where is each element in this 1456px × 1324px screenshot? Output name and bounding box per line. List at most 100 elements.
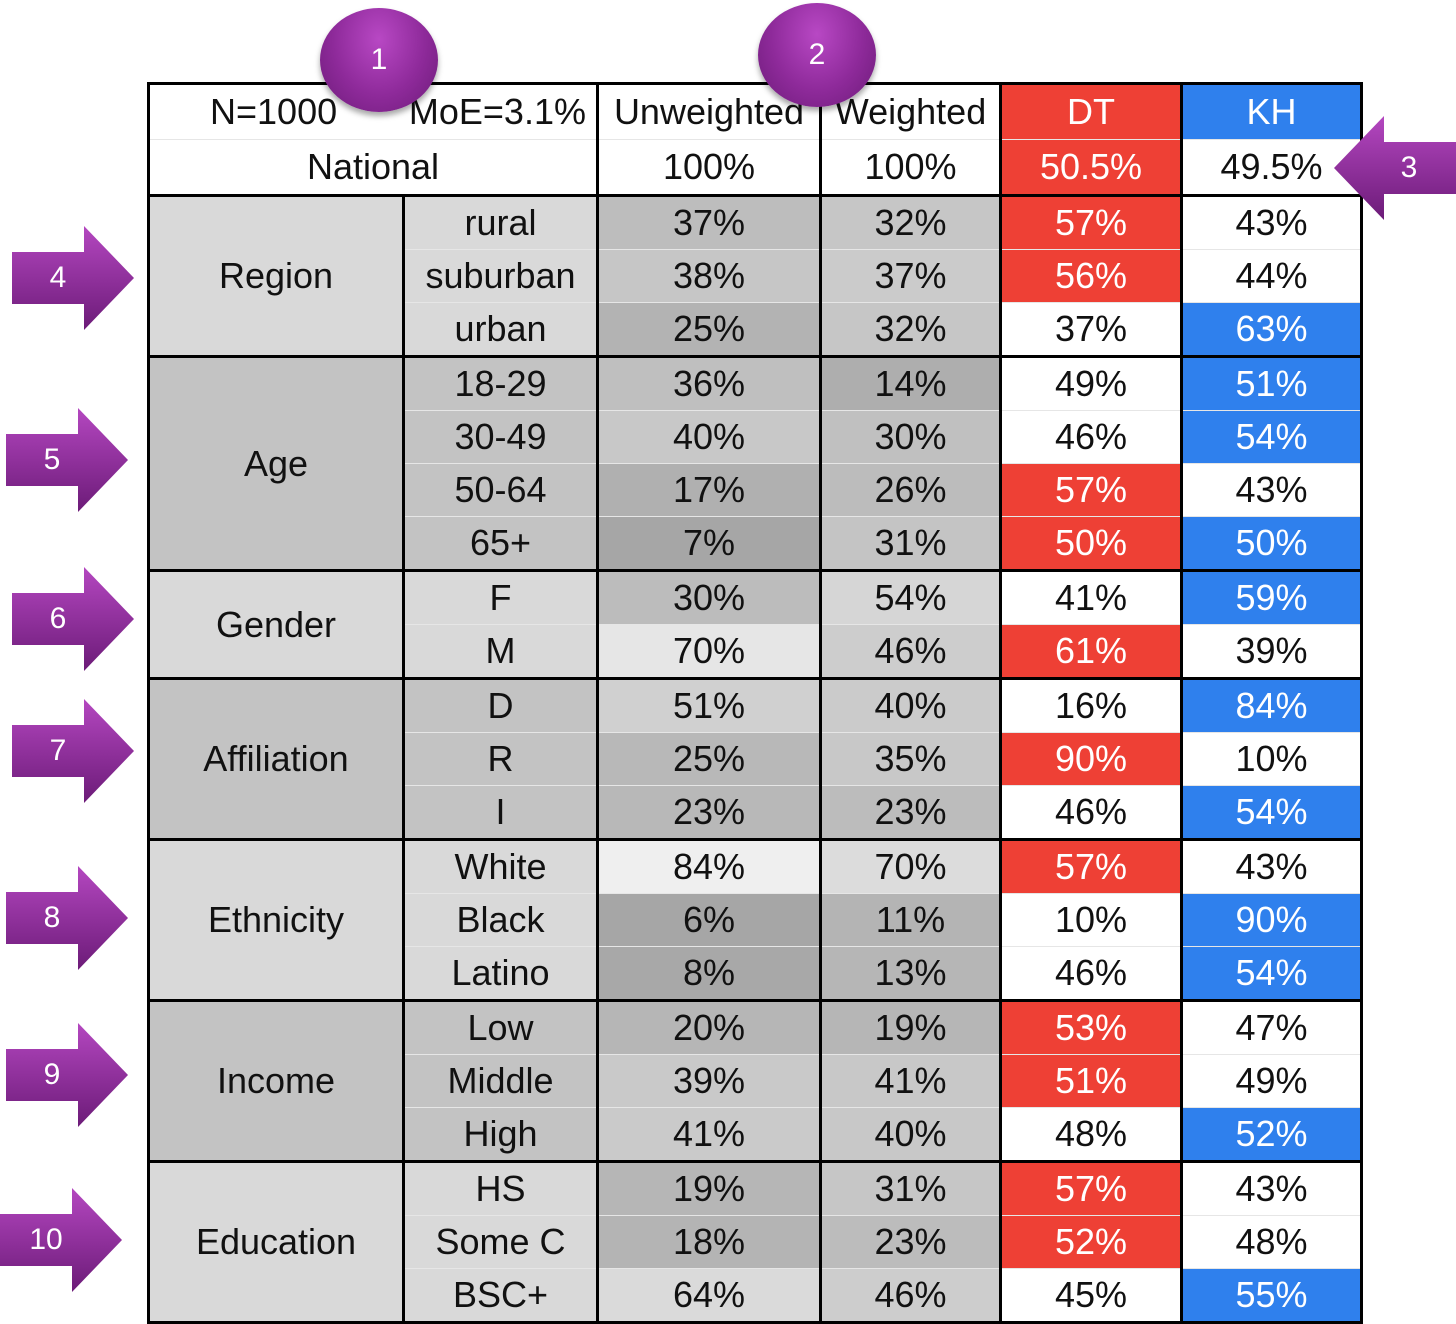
kh-value: 48% (1180, 1215, 1363, 1269)
subgroup-label: R (402, 732, 599, 786)
group-label-education: Education (147, 1160, 405, 1324)
callout-arrow-label: 5 (43, 443, 61, 476)
subgroup-label: BSC+ (402, 1268, 599, 1324)
national-unweighted: 100% (596, 139, 822, 197)
group-label-ethnicity: Ethnicity (147, 838, 405, 1002)
unweighted-value: 37% (596, 194, 822, 250)
kh-value: 49% (1180, 1054, 1363, 1108)
subgroup-label: 65+ (402, 516, 599, 572)
group-label-income: Income (147, 999, 405, 1163)
subgroup-label: I (402, 785, 599, 841)
weighted-value: 40% (819, 677, 1002, 733)
weighted-value: 31% (819, 516, 1002, 572)
callout-arrow-3: 3 (1334, 116, 1456, 220)
callout-arrow-7: 7 (12, 699, 134, 803)
table-row: urban 25% 32% 37% 63% (149, 302, 1363, 358)
weighted-value: 32% (819, 194, 1002, 250)
dt-value: 56% (999, 249, 1183, 303)
dt-value: 57% (999, 463, 1183, 517)
callout-badge-1: 1 (320, 8, 438, 112)
dt-value: 41% (999, 569, 1183, 625)
unweighted-value: 6% (596, 893, 822, 947)
header-row: N=1000 MoE=3.1% Unweighted Weighted DT K… (147, 82, 1363, 140)
dt-value: 45% (999, 1268, 1183, 1324)
table-row: Black 6% 11% 10% 90% (149, 893, 1363, 947)
group-label-age: Age (147, 355, 405, 572)
unweighted-value: 70% (596, 624, 822, 680)
unweighted-value: 17% (596, 463, 822, 517)
weighted-header: Weighted (819, 82, 1002, 140)
weighted-value: 30% (819, 410, 1002, 464)
unweighted-value: 25% (596, 302, 822, 358)
table-row: I 23% 23% 46% 54% (149, 785, 1363, 841)
kh-value: 43% (1180, 463, 1363, 517)
national-label: National (147, 139, 599, 197)
callout-arrow-9: 9 (6, 1023, 128, 1127)
weighted-value: 13% (819, 946, 1002, 1002)
subgroup-label: rural (402, 194, 599, 250)
subgroup-label: 50-64 (402, 463, 599, 517)
table-row: 65+ 7% 31% 50% 50% (149, 516, 1363, 572)
unweighted-value: 19% (596, 1160, 822, 1216)
callout-arrow-label: 9 (43, 1058, 61, 1091)
table-row: R 25% 35% 90% 10% (149, 732, 1363, 786)
unweighted-value: 36% (596, 355, 822, 411)
weighted-value: 32% (819, 302, 1002, 358)
dt-value: 57% (999, 838, 1183, 894)
kh-value: 10% (1180, 732, 1363, 786)
kh-value: 55% (1180, 1268, 1363, 1324)
subgroup-label: Latino (402, 946, 599, 1002)
dt-value: 52% (999, 1215, 1183, 1269)
unweighted-value: 7% (596, 516, 822, 572)
dt-value: 57% (999, 194, 1183, 250)
unweighted-value: 20% (596, 999, 822, 1055)
group-label-gender: Gender (147, 569, 405, 680)
subgroup-label: D (402, 677, 599, 733)
dt-value: 90% (999, 732, 1183, 786)
subgroup-label: F (402, 569, 599, 625)
dt-value: 16% (999, 677, 1183, 733)
subgroup-label: suburban (402, 249, 599, 303)
unweighted-value: 18% (596, 1215, 822, 1269)
subgroup-label: 30-49 (402, 410, 599, 464)
dt-value: 50% (999, 516, 1183, 572)
table-row: 50-64 17% 26% 57% 43% (149, 463, 1363, 517)
unweighted-value: 41% (596, 1107, 822, 1163)
subgroup-label: M (402, 624, 599, 680)
unweighted-value: 23% (596, 785, 822, 841)
table-row: Middle 39% 41% 51% 49% (149, 1054, 1363, 1108)
callout-arrow-5: 5 (6, 408, 128, 512)
right-arrow-icon (12, 567, 134, 671)
table-row: 30-49 40% 30% 46% 54% (149, 410, 1363, 464)
callout-arrow-label: 7 (49, 734, 67, 767)
dt-header: DT (999, 82, 1183, 140)
right-arrow-icon (6, 1023, 128, 1127)
subgroup-label: Some C (402, 1215, 599, 1269)
weighted-value: 46% (819, 624, 1002, 680)
callout-arrow-10: 10 (0, 1188, 122, 1292)
table-row: Income Low 20% 19% 53% 47% (147, 999, 1363, 1163)
callout-arrow-label: 3 (1400, 151, 1418, 184)
unweighted-value: 38% (596, 249, 822, 303)
kh-value: 39% (1180, 624, 1363, 680)
unweighted-value: 39% (596, 1054, 822, 1108)
dt-value: 51% (999, 1054, 1183, 1108)
kh-value: 47% (1180, 999, 1363, 1055)
subgroup-label: HS (402, 1160, 599, 1216)
unweighted-value: 84% (596, 838, 822, 894)
callout-arrow-6: 6 (12, 567, 134, 671)
kh-value: 59% (1180, 569, 1363, 625)
weighted-value: 31% (819, 1160, 1002, 1216)
dt-value: 46% (999, 946, 1183, 1002)
callout-arrow-label: 4 (49, 261, 67, 294)
callout-arrow-label: 6 (49, 602, 67, 635)
unweighted-value: 30% (596, 569, 822, 625)
table-row: suburban 38% 37% 56% 44% (149, 249, 1363, 303)
national-dt: 50.5% (999, 139, 1183, 197)
callout-arrow-4: 4 (12, 226, 134, 330)
unweighted-value: 8% (596, 946, 822, 1002)
table-row: Age 18-29 36% 14% 49% 51% (147, 355, 1363, 572)
weighted-value: 37% (819, 249, 1002, 303)
dt-value: 61% (999, 624, 1183, 680)
national-weighted: 100% (819, 139, 1002, 197)
